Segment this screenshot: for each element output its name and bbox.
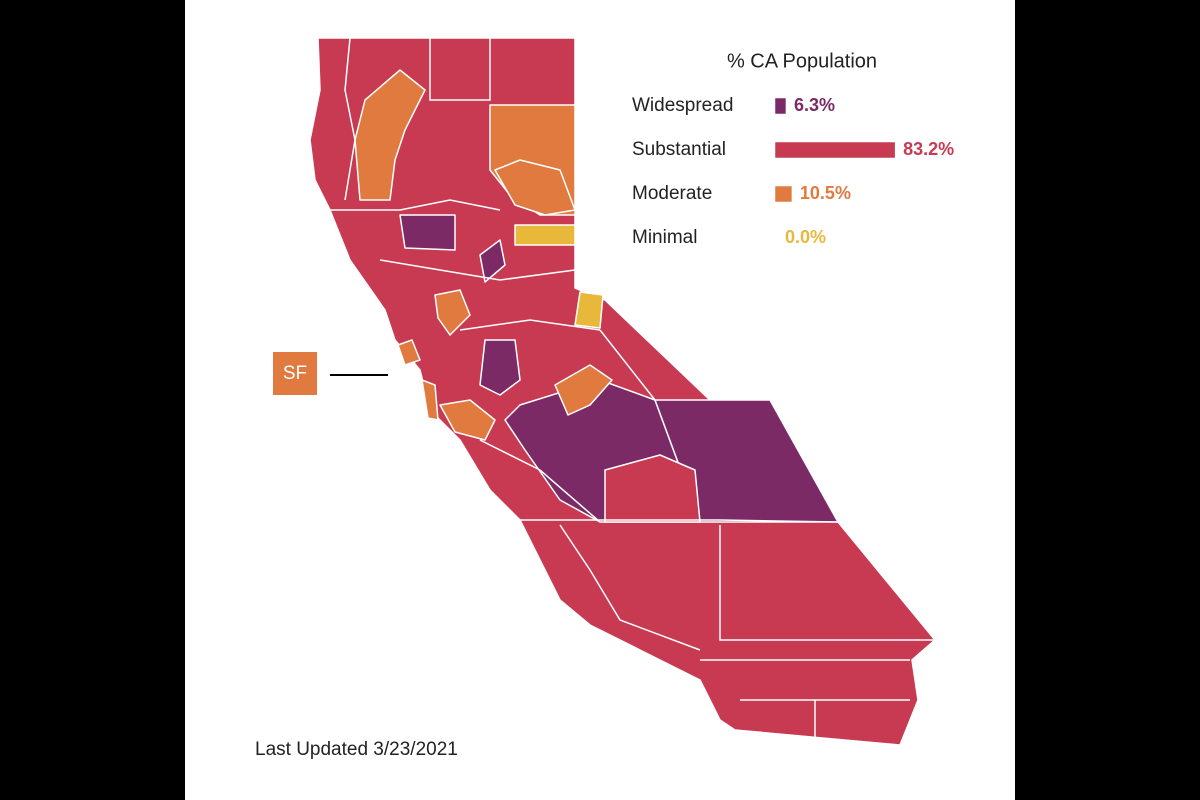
state-map: [309, 37, 936, 746]
county-line: [479, 439, 601, 523]
county-line: [379, 259, 576, 281]
category-label: Widespread: [632, 95, 733, 116]
county: [479, 339, 521, 396]
county: [354, 69, 426, 201]
county-line: [599, 329, 656, 401]
county-line: [559, 524, 701, 651]
county: [574, 291, 604, 329]
footnote: Last Updated 3/23/2021: [255, 739, 458, 760]
category-label: Substantial: [632, 139, 726, 160]
bar: [775, 98, 786, 114]
sf-box: [273, 352, 317, 395]
county-line: [330, 199, 501, 211]
county-line: [344, 37, 356, 201]
county-line: [719, 525, 935, 641]
county: [604, 454, 701, 523]
county: [399, 214, 456, 251]
value-label: 6.3%: [794, 95, 835, 115]
county-line: [520, 519, 839, 523]
county: [494, 159, 576, 216]
county: [514, 224, 576, 246]
bar: [775, 142, 895, 158]
value-label: 10.5%: [800, 183, 851, 203]
county-line: [429, 38, 491, 101]
bar: [775, 186, 792, 202]
county: [434, 289, 471, 336]
value-label: 0.0%: [785, 227, 826, 247]
county: [439, 399, 496, 441]
legend-title: % CA Population: [727, 50, 877, 72]
county: [479, 239, 506, 283]
value-label: 83.2%: [903, 139, 954, 159]
county: [421, 379, 439, 421]
county: [554, 364, 613, 416]
sf-label: SF: [283, 363, 307, 384]
category-label: Moderate: [632, 183, 712, 204]
category-label: Minimal: [632, 227, 697, 248]
county-line: [459, 319, 601, 331]
county: [397, 339, 421, 366]
